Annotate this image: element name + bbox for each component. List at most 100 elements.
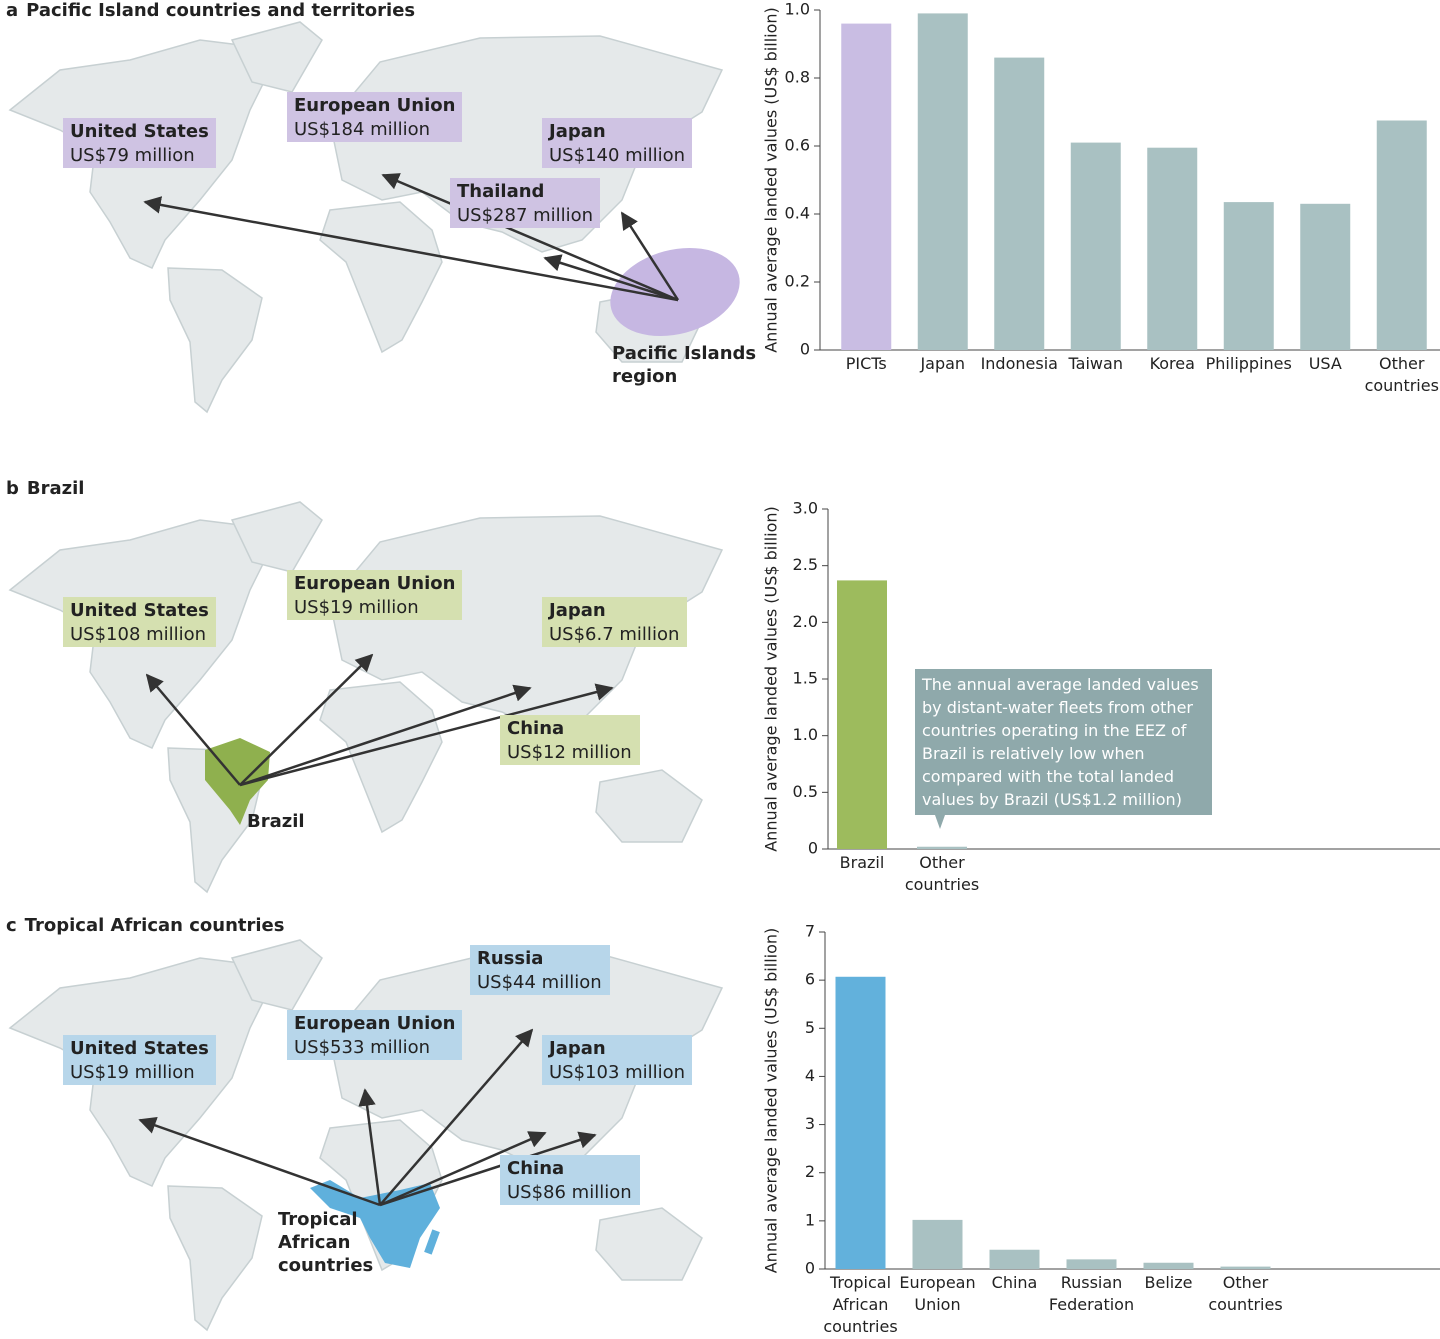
arrow [143,196,679,302]
y-tick-label: 0.2 [785,272,810,291]
panel-title-text: Tropical African countries [24,915,285,936]
arrow [145,673,241,786]
y-tick-label: 0 [800,340,810,359]
land [230,501,323,573]
callout: European Union US$19 million [287,570,463,620]
arrow [379,1028,534,1206]
y-tick-label: 0.5 [793,782,818,801]
callout: United States US$79 million [63,118,216,168]
callout-name: United States [70,1038,209,1059]
y-axis-title: Annual average landed values (US$ billio… [762,7,781,353]
callout-name: United States [70,121,209,142]
region-label: Brazil [247,811,305,832]
callout-value: US$6.7 million [549,624,680,645]
arrow [358,1088,382,1206]
callout: European Union US$184 million [287,92,463,142]
callout-name: Russia [477,948,544,969]
callout-name: Japan [549,600,606,621]
callout: European Union US$533 million [287,1010,463,1060]
callout-value: US$184 million [294,119,431,140]
world-map [8,21,740,414]
bar [1070,142,1121,350]
panel-title-text: Brazil [26,478,85,499]
region [424,1229,440,1255]
y-tick-label: 5 [805,1018,815,1037]
callout: Russia US$44 million [470,945,610,995]
land [319,681,443,834]
y-tick-label: 0 [808,839,818,858]
arrow [239,684,532,787]
callout-name: European Union [294,1013,456,1034]
bar [837,580,887,849]
world-map [8,501,724,894]
panel-title-text: Pacific Island countries and territories [26,0,416,21]
callout: China US$86 million [500,1155,640,1205]
annotation: The annual average landed values by dist… [915,669,1212,829]
region-label: Pacific Islands region [612,343,757,387]
callout: Japan US$6.7 million [542,597,687,647]
x-tick-label: Japan [920,354,966,373]
x-tick-label: Korea [1149,354,1195,373]
y-tick-label: 1 [805,1210,815,1229]
callout-value: US$533 million [294,1037,431,1058]
callout-value: US$86 million [507,1182,632,1203]
callout-value: US$108 million [70,624,207,645]
x-tick-label: China [991,1273,1038,1292]
bar [989,1249,1040,1269]
bar [841,23,892,350]
arrow [379,1131,597,1207]
arrow [138,1117,381,1207]
bar [1143,1262,1194,1269]
bar [994,57,1045,350]
bar [1066,1259,1117,1269]
callout-value: US$19 million [294,597,419,618]
callout: Japan US$140 million [542,118,693,168]
bar [917,13,968,351]
panel-letter: a [6,0,19,21]
x-tick-label: Philippines [1205,354,1292,373]
x-tick-label: Brazil [839,853,885,872]
callout-name: Thailand [457,181,545,202]
x-tick-label: Taiwan [1068,354,1123,373]
panel-title: a Pacific Island countries and territorie… [6,0,415,21]
y-tick-label: 1.5 [793,669,818,688]
callout-name: China [507,1158,565,1179]
y-tick-label: 4 [805,1066,815,1085]
x-tick-label: Tropical African countries [823,1273,898,1336]
arrow [543,254,679,302]
arrow [239,653,374,786]
y-axis-title: Annual average landed values (US$ billio… [762,928,781,1274]
y-tick-label: 1.0 [793,725,818,744]
callout-value: US$287 million [457,205,594,226]
region [310,1180,440,1268]
land [595,769,703,843]
land [230,21,323,93]
x-tick-label: USA [1308,354,1342,373]
land [319,201,443,354]
x-tick-label: Other countries [1208,1273,1283,1314]
x-tick-label: PICTs [845,354,887,373]
panel-letter: b [6,478,19,499]
y-tick-label: 2.5 [793,555,818,574]
y-tick-label: 0 [805,1259,815,1278]
x-tick-label: Indonesia [980,354,1058,373]
panel-title: b Brazil [6,478,84,499]
bar [835,976,886,1269]
callout-value: US$140 million [549,145,686,166]
callout-name: Japan [549,121,606,142]
region-label: Tropical African countries [278,1209,374,1276]
y-tick-label: 0.6 [785,136,810,155]
y-tick-label: 3.0 [793,499,818,518]
y-tick-label: 7 [805,922,815,941]
bar [912,1219,963,1269]
y-tick-label: 3 [805,1114,815,1133]
x-tick-label: European Union [899,1273,976,1314]
x-tick-label: Other countries [1364,354,1439,395]
callout-name: China [507,718,565,739]
callout-value: US$103 million [549,1062,686,1083]
y-tick-label: 0.8 [785,68,810,87]
bar [1376,120,1427,350]
arrow [379,1131,547,1207]
callout-name: United States [70,600,209,621]
